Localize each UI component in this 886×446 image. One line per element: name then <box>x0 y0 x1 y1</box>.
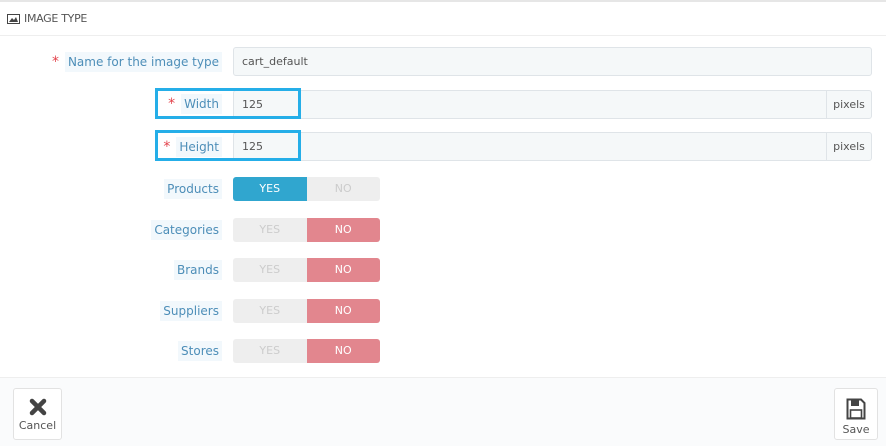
image-icon <box>7 13 20 24</box>
categories-label: Categories <box>151 220 222 240</box>
products-label: Products <box>164 179 222 199</box>
no-option[interactable]: NO <box>306 218 380 242</box>
panel-title: IMAGE TYPE <box>24 12 88 25</box>
stores-label: Stores <box>178 341 222 361</box>
yes-option[interactable]: YES <box>233 299 307 323</box>
no-option[interactable]: NO <box>306 299 380 323</box>
yes-option[interactable]: YES <box>233 258 307 282</box>
cancel-button[interactable]: Cancel <box>13 388 62 440</box>
height-label: Height <box>176 137 222 157</box>
panel-footer: Cancel Save <box>0 377 886 446</box>
required-star: * <box>51 54 59 70</box>
height-label-group: * Height <box>163 137 222 157</box>
save-label: Save <box>842 423 870 436</box>
name-input[interactable]: cart_default <box>233 47 872 76</box>
name-label: Name for the image type <box>64 52 222 72</box>
width-input[interactable]: 125 <box>233 90 827 119</box>
brands-toggle[interactable]: YES NO <box>233 258 380 282</box>
suppliers-toggle[interactable]: YES NO <box>233 299 380 323</box>
categories-toggle[interactable]: YES NO <box>233 218 380 242</box>
save-button[interactable]: Save <box>834 388 878 440</box>
yes-option[interactable]: YES <box>233 177 307 201</box>
width-highlight <box>155 88 301 119</box>
required-star: * <box>168 96 176 112</box>
close-icon <box>29 398 46 416</box>
required-star: * <box>163 139 171 155</box>
yes-option[interactable]: YES <box>233 218 307 242</box>
yes-option[interactable]: YES <box>233 339 307 363</box>
suppliers-label: Suppliers <box>160 301 222 321</box>
name-label-group: * Name for the image type <box>52 52 222 72</box>
brands-label: Brands <box>174 260 222 280</box>
no-option[interactable]: NO <box>306 258 380 282</box>
height-input[interactable]: 125 <box>233 132 827 161</box>
no-option[interactable]: NO <box>306 339 380 363</box>
no-option[interactable]: NO <box>306 177 380 201</box>
width-unit: pixels <box>826 90 872 119</box>
height-unit: pixels <box>826 132 872 161</box>
panel-header: IMAGE TYPE <box>0 2 886 36</box>
stores-toggle[interactable]: YES NO <box>233 339 380 363</box>
height-highlight <box>155 130 301 161</box>
cancel-label: Cancel <box>18 419 57 432</box>
width-label: Width <box>181 94 222 114</box>
save-icon <box>846 398 866 420</box>
width-label-group: * Width <box>168 94 222 114</box>
products-toggle[interactable]: YES NO <box>233 177 380 201</box>
